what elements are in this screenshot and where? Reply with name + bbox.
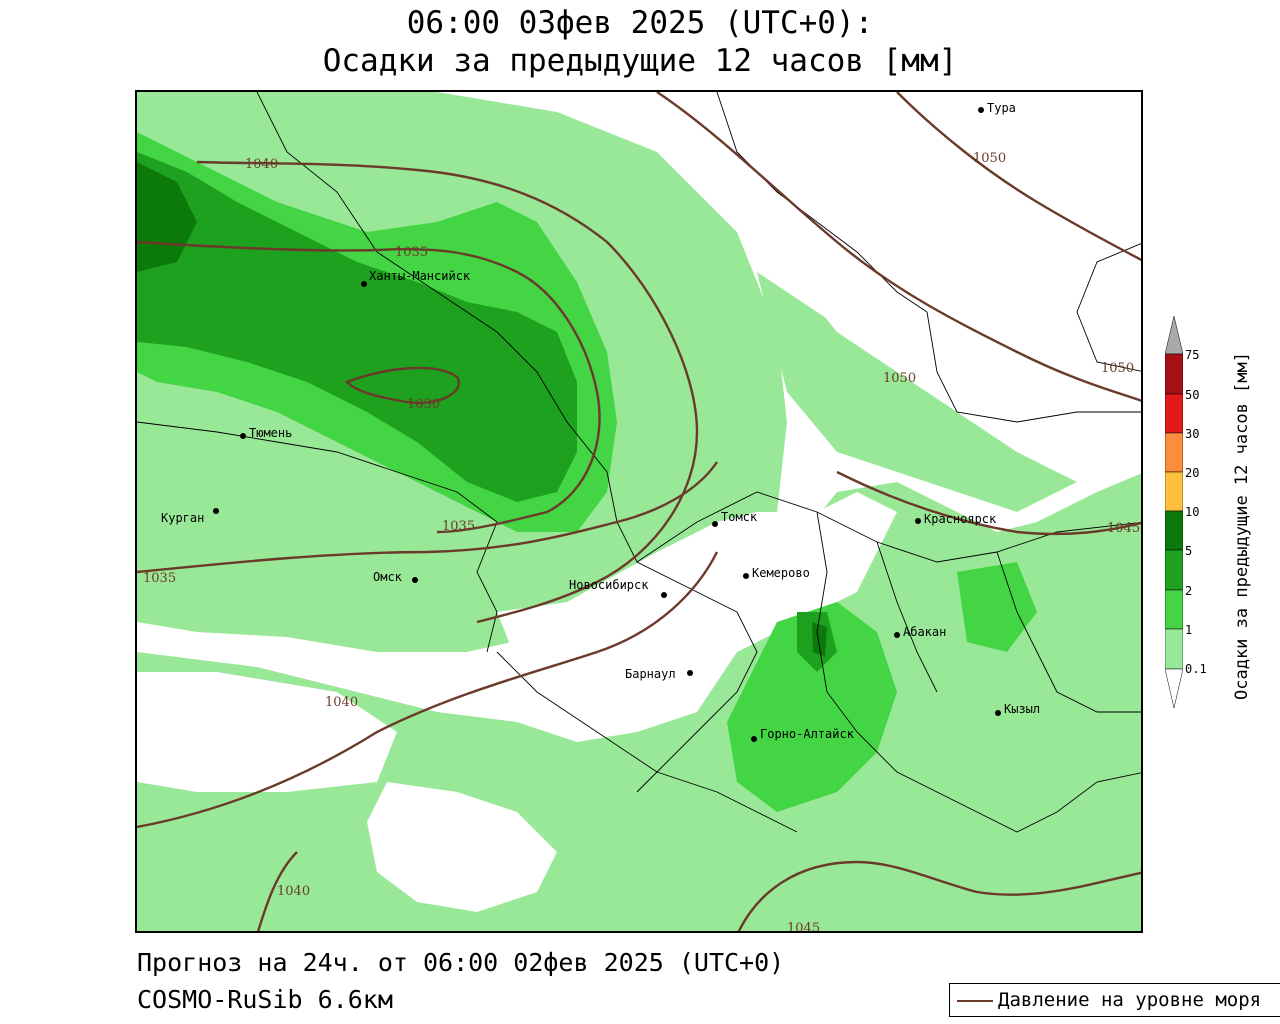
isobars (137, 92, 1141, 931)
city-kurgan: Курган (161, 508, 219, 525)
pressure-legend-swatch (957, 1000, 993, 1002)
region-borders (137, 92, 1141, 833)
svg-text:Барнаул: Барнаул (625, 667, 676, 681)
pressure-legend: Давление на уровне моря (949, 983, 1280, 1017)
city-khanty-mansiysk: Ханты-Мансийск (361, 269, 471, 287)
pressure-legend-label: Давление на уровне моря (998, 989, 1262, 1011)
isobar-label: 1050 (973, 151, 1006, 166)
svg-text:Кызыл: Кызыл (1004, 702, 1040, 716)
colorbar-segment (1165, 549, 1183, 591)
svg-text:Курган: Курган (161, 511, 204, 525)
colorbar-segment (1165, 393, 1183, 434)
svg-text:Кемерово: Кемерово (752, 566, 810, 580)
model-name: COSMO-RuSib 6.6км (137, 985, 393, 1014)
colorbar-segment (1165, 353, 1183, 395)
map-subtitle: Осадки за предыдущие 12 часов [мм] (322, 43, 958, 79)
colorbar-tick: 20 (1185, 466, 1200, 480)
svg-text:Горно-Алтайск: Горно-Алтайск (760, 727, 855, 741)
isobar-label: 1040 (325, 695, 358, 710)
precipitation-colorbar (1165, 316, 1183, 709)
isobar-label: 1030 (407, 397, 440, 412)
isobar-labels: 1040 1035 1030 1035 1035 1040 1040 1050 … (143, 151, 1140, 933)
city-tomsk: Томск (712, 510, 758, 527)
city-tyumen: Тюмень (240, 426, 292, 440)
svg-text:Тюмень: Тюмень (249, 426, 292, 440)
dry-areas (137, 92, 1141, 912)
isobar-label: 1045 (1107, 521, 1140, 536)
city-kemerovo: Кемерово (743, 566, 810, 580)
colorbar-tick: 30 (1185, 427, 1200, 441)
city-barnaul: Барнаул (625, 667, 693, 681)
colorbar-segment (1165, 589, 1183, 630)
svg-text:Омск: Омск (373, 570, 403, 584)
city-kyzyl: Кызыл (995, 702, 1040, 716)
forecast-info: Прогноз на 24ч. от 06:00 02фев 2025 (UTC… (137, 948, 785, 977)
colorbar-tick: 75 (1185, 348, 1200, 362)
svg-text:Тура: Тура (987, 101, 1016, 115)
colorbar-tick: 1 (1185, 623, 1193, 637)
city-abakan: Абакан (894, 625, 946, 639)
colorbar-title: Осадки за предыдущие 12 часов [мм] (1232, 352, 1252, 700)
svg-text:Ханты-Мансийск: Ханты-Мансийск (369, 269, 471, 283)
colorbar-tick: 0.1 (1185, 662, 1207, 676)
svg-text:Абакан: Абакан (903, 625, 946, 639)
city-omsk: Омск (373, 570, 418, 584)
colorbar-segment (1165, 510, 1183, 551)
isobar-label: 1035 (395, 245, 428, 260)
map-canvas: 1040 1035 1030 1035 1035 1040 1040 1050 … (137, 92, 1141, 933)
svg-text:Томск: Томск (721, 510, 758, 524)
colorbar-tick: 5 (1185, 544, 1193, 558)
isobar-label: 1035 (143, 571, 176, 586)
city-markers: Тура Ханты-Мансийск Тюмень Курган Омск Н… (161, 101, 1040, 742)
colorbar-tick: 2 (1185, 584, 1193, 598)
colorbar-segment (1165, 471, 1183, 512)
colorbar-tick: 10 (1185, 505, 1200, 519)
city-krasnoyarsk: Красноярск (915, 512, 997, 526)
colorbar-segment (1165, 432, 1183, 473)
isobar-label: 1050 (1101, 361, 1134, 376)
isobar-label: 1040 (245, 157, 278, 172)
colorbar-tick: 50 (1185, 388, 1200, 402)
colorbar-segment (1165, 628, 1183, 670)
isobar-label: 1050 (883, 371, 916, 386)
city-tura: Тура (978, 101, 1016, 115)
precipitation-map: 1040 1035 1030 1035 1035 1040 1040 1050 … (135, 90, 1143, 933)
isobar-label: 1040 (277, 884, 310, 899)
svg-text:Красноярск: Красноярск (924, 512, 997, 526)
isobar-label: 1035 (442, 519, 475, 534)
city-gorno-altaysk: Горно-Алтайск (751, 727, 855, 742)
city-novosibirsk: Новосибирск (569, 578, 667, 598)
colorbar-segment (1165, 316, 1183, 355)
map-title: 06:00 03фев 2025 (UTC+0): (406, 5, 874, 41)
isobar-label: 1045 (787, 921, 820, 933)
colorbar-segment (1165, 668, 1183, 709)
svg-text:Новосибирск: Новосибирск (569, 578, 649, 592)
